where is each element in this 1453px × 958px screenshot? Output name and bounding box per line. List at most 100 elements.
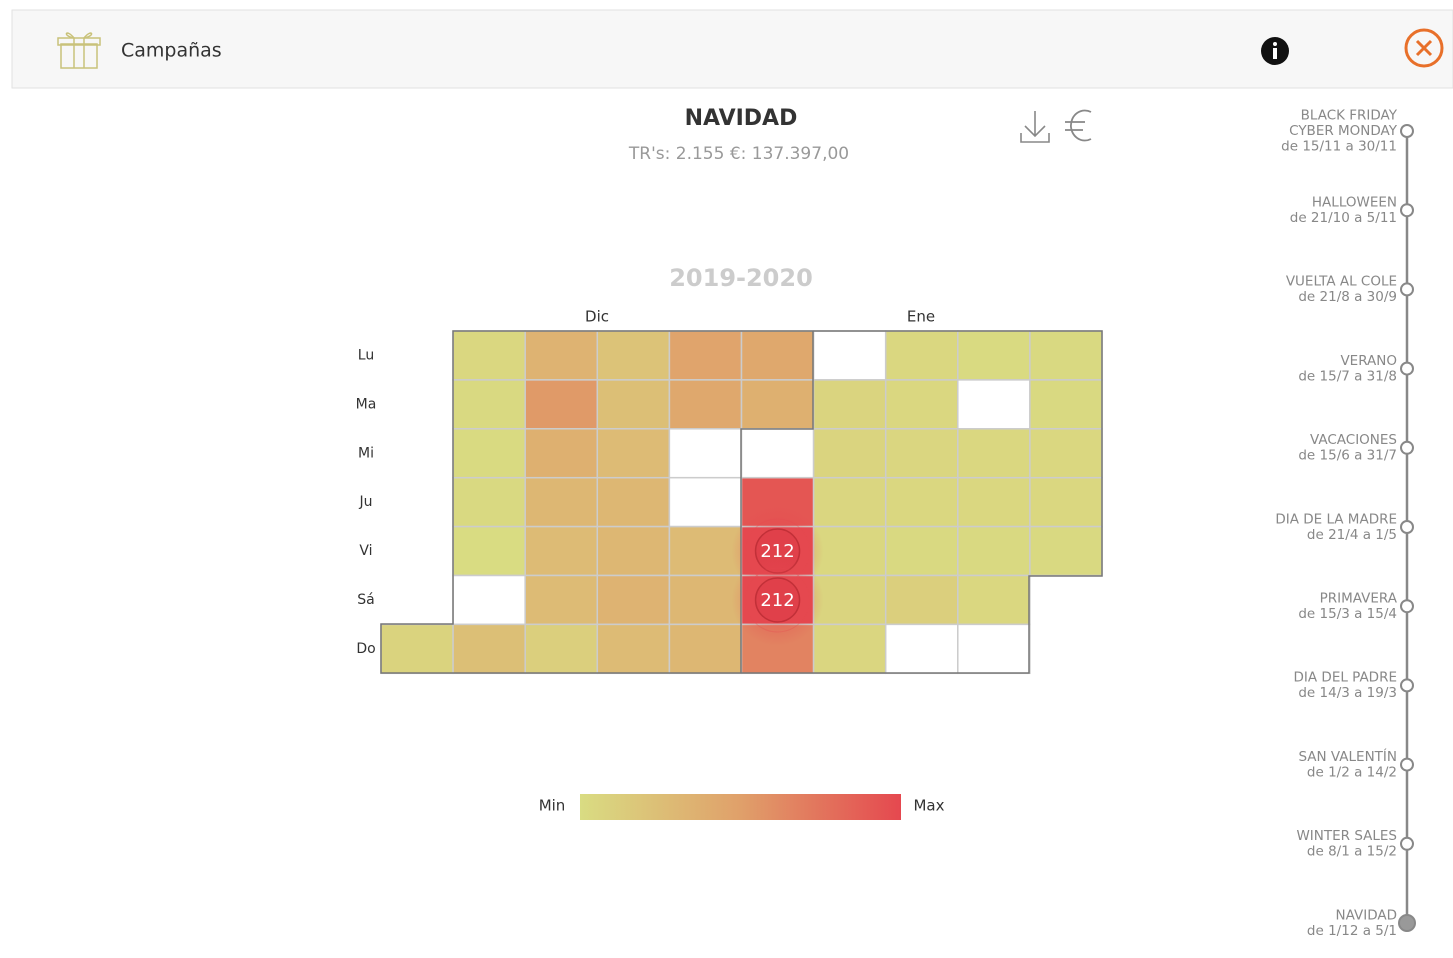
heatmap-cell [524, 574, 599, 626]
timeline-label: de 14/3 a 19/3 [1298, 685, 1397, 701]
timeline-label: VUELTA AL COLE [1286, 274, 1397, 290]
timeline-node [1400, 520, 1414, 534]
heatmap-cell [957, 476, 1031, 528]
heatmap-cell [668, 574, 743, 626]
highlight-ring [745, 567, 811, 633]
weekday-label: Ma [356, 396, 377, 412]
highlight-value: 212 [760, 590, 794, 611]
download-button[interactable] [1020, 111, 1050, 143]
timeline-node [1400, 203, 1414, 218]
heatmap-cell [957, 574, 1031, 626]
heatmap-cell [812, 330, 887, 381]
campaign-summary: TR's: 2.155 €: 137.397,00 [628, 144, 849, 164]
timeline-label: CYBER MONDAY [1289, 123, 1398, 139]
weekday-label: Mi [358, 445, 374, 461]
heatmap-cell [524, 428, 599, 479]
gift-icon [57, 32, 101, 69]
timeline-label: de 8/1 a 15/2 [1307, 844, 1397, 860]
heatmap-cell [957, 428, 1031, 479]
heatmap-outline [380, 330, 1103, 674]
timeline-label: PRIMAVERA [1320, 590, 1398, 606]
heatmap-cell [884, 330, 959, 381]
heatmap-cell [452, 330, 526, 381]
timeline-label: DIA DEL PADRE [1294, 670, 1397, 686]
timeline-label: de 15/6 a 31/7 [1298, 448, 1397, 464]
heatmap-cell [668, 428, 743, 479]
heatmap-cell [596, 476, 671, 528]
heatmap-cell [812, 623, 887, 675]
heatmap-cell [884, 379, 959, 430]
legend-gradient [580, 794, 901, 820]
weekday-label: Do [356, 641, 375, 657]
heatmap-cell [668, 330, 743, 381]
header-bar [11, 9, 1453, 89]
weekday-label: Ju [358, 494, 372, 510]
timeline-node [1400, 282, 1414, 297]
month-label: Ene [907, 308, 935, 326]
heatmap-cell [1029, 525, 1103, 577]
timeline-node [1400, 678, 1414, 693]
heatmap-cell [957, 330, 1031, 381]
timeline-node [1400, 440, 1414, 455]
timeline-node [1400, 757, 1414, 772]
campaign-title: NAVIDAD [685, 106, 798, 131]
timeline-node [1398, 914, 1416, 932]
heatmap-cell [812, 525, 887, 577]
timeline-node [1400, 361, 1414, 376]
heatmap-cell [524, 379, 599, 430]
timeline-label: VACACIONES [1310, 432, 1397, 448]
legend-min: Min [539, 797, 566, 815]
heatmap-cell [884, 623, 959, 675]
weekday-label: Vi [359, 543, 372, 559]
timeline-label: WINTER SALES [1296, 828, 1397, 844]
heatmap-cell [524, 476, 599, 528]
heatmap-cell [668, 623, 743, 675]
heatmap-cell [884, 476, 959, 528]
timeline-label: de 15/11 a 30/11 [1281, 139, 1397, 155]
heatmap-cell [596, 428, 671, 479]
highlight-badge [754, 577, 801, 623]
heatmap-cell [957, 525, 1031, 577]
info-button[interactable] [1261, 37, 1289, 65]
timeline-label: de 21/10 a 5/11 [1290, 210, 1397, 226]
heatmap-cell [740, 330, 815, 381]
close-button[interactable] [1404, 28, 1444, 68]
timeline-label: de 15/3 a 15/4 [1298, 606, 1397, 622]
heatmap-cell [1029, 428, 1103, 479]
heatmap-cell [524, 623, 599, 675]
heatmap-cell [812, 379, 887, 430]
heatmap-cell [452, 428, 526, 479]
heatmap-cell [884, 428, 959, 479]
timeline-label: SAN VALENTÍN [1298, 748, 1397, 765]
heatmap-cell [596, 330, 671, 381]
heatmap-cell [1029, 379, 1103, 430]
euro-button[interactable] [1065, 109, 1092, 142]
header-title: Campañas [121, 40, 222, 62]
heatmap-cell [668, 476, 743, 528]
weekday-label: Lu [358, 347, 374, 363]
timeline-label: de 15/7 a 31/8 [1298, 368, 1397, 384]
timeline-node [1400, 836, 1414, 851]
heatmap-cell [596, 574, 671, 626]
heatmap-cell [524, 330, 599, 381]
timeline-label: de 1/2 a 14/2 [1307, 764, 1397, 780]
heatmap-cell [812, 476, 887, 528]
heatmap-cell [524, 525, 599, 577]
month-label: Dic [585, 308, 609, 326]
timeline-label: BLACK FRIDAY [1301, 108, 1398, 124]
heatmap-cell [452, 379, 526, 430]
legend-max: Max [913, 797, 944, 815]
heatmap-cell [596, 379, 671, 430]
timeline-label: DIA DE LA MADRE [1275, 511, 1397, 527]
